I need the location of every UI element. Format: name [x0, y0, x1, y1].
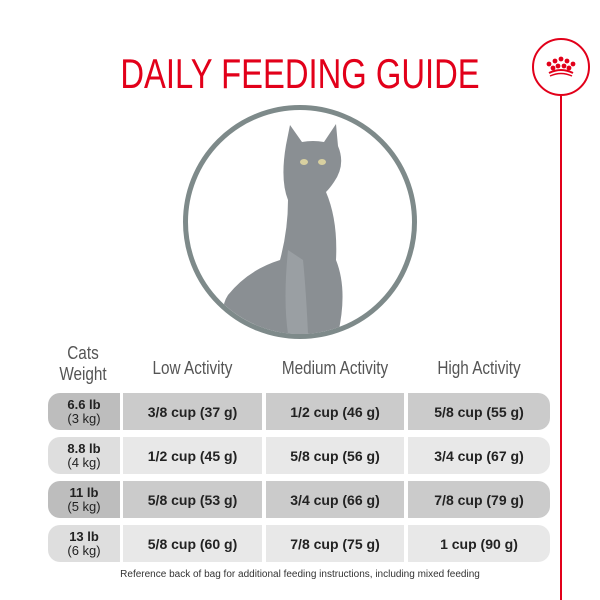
- weight-lb: 8.8 lb: [67, 440, 101, 456]
- header-weight: Cats Weight: [59, 343, 107, 384]
- footnote: Reference back of bag for additional fee…: [120, 569, 480, 580]
- crown-logo-icon: [532, 38, 590, 96]
- cat-photo: [183, 105, 417, 339]
- medium-activity-cell: 7/8 cup (75 g): [266, 525, 404, 562]
- table-row: 6.6 lb (3 kg) 3/8 cup (37 g) 1/2 cup (46 …: [48, 393, 550, 430]
- header-medium-activity: Medium Activity: [281, 358, 389, 378]
- high-activity-cell: 5/8 cup (55 g): [408, 393, 550, 430]
- weight-kg: (4 kg): [67, 454, 101, 470]
- table-row: 11 lb (5 kg) 5/8 cup (53 g) 3/4 cup (66 g…: [48, 481, 550, 518]
- weight-lb: 6.6 lb: [67, 396, 101, 412]
- header-low-activity: Low Activity: [152, 358, 233, 378]
- medium-activity-cell: 3/4 cup (66 g): [266, 481, 404, 518]
- header-high-activity: High Activity: [437, 358, 521, 378]
- weight-lb: 13 lb: [69, 528, 99, 544]
- brand-divider-line: [560, 94, 562, 600]
- high-activity-cell: 1 cup (90 g): [408, 525, 550, 562]
- weight-lb: 11 lb: [69, 484, 99, 500]
- page-title: DAILY FEEDING GUIDE: [120, 50, 480, 97]
- low-activity-cell: 5/8 cup (53 g): [123, 481, 262, 518]
- low-activity-cell: 5/8 cup (60 g): [123, 525, 262, 562]
- high-activity-cell: 3/4 cup (67 g): [408, 437, 550, 474]
- weight-kg: (3 kg): [67, 410, 101, 426]
- weight-kg: (6 kg): [67, 542, 101, 558]
- medium-activity-cell: 5/8 cup (56 g): [266, 437, 404, 474]
- weight-cell: 13 lb (6 kg): [48, 525, 120, 562]
- low-activity-cell: 1/2 cup (45 g): [123, 437, 262, 474]
- weight-cell: 6.6 lb (3 kg): [48, 393, 120, 430]
- medium-activity-cell: 1/2 cup (46 g): [266, 393, 404, 430]
- low-activity-cell: 3/8 cup (37 g): [123, 393, 262, 430]
- high-activity-cell: 7/8 cup (79 g): [408, 481, 550, 518]
- weight-kg: (5 kg): [67, 498, 101, 514]
- table-row: 13 lb (6 kg) 5/8 cup (60 g) 7/8 cup (75 g…: [48, 525, 550, 562]
- weight-cell: 11 lb (5 kg): [48, 481, 120, 518]
- weight-cell: 8.8 lb (4 kg): [48, 437, 120, 474]
- table-row: 8.8 lb (4 kg) 1/2 cup (45 g) 5/8 cup (56 …: [48, 437, 550, 474]
